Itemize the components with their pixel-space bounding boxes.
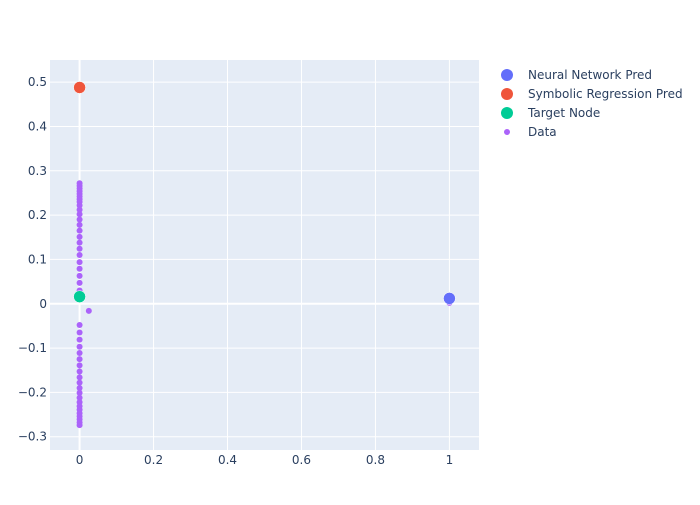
y-tick-label: 0.4 bbox=[28, 119, 47, 133]
data-point-data bbox=[76, 374, 83, 381]
data-point-data bbox=[76, 202, 83, 209]
legend-item-symbolic-regression-pred[interactable]: Symbolic Regression Pred bbox=[501, 87, 683, 101]
legend-marker bbox=[501, 88, 513, 100]
legend-item-target-node[interactable]: Target Node bbox=[501, 106, 600, 120]
grid-lines bbox=[50, 60, 479, 450]
legend-item-neural-network-pred[interactable]: Neural Network Pred bbox=[501, 68, 652, 82]
data-point-data bbox=[76, 259, 83, 266]
legend-label: Target Node bbox=[527, 106, 600, 120]
data-point-data bbox=[76, 252, 83, 258]
data-point-data bbox=[76, 379, 83, 386]
data-point-data bbox=[76, 329, 83, 336]
y-tick-label: −0.2 bbox=[18, 385, 47, 399]
data-point-data bbox=[76, 362, 83, 369]
data-point-neural-network-pred bbox=[443, 292, 456, 305]
data-point-data bbox=[76, 279, 83, 286]
data-point-data bbox=[76, 233, 83, 240]
data-point-data bbox=[76, 394, 83, 401]
x-tick-label: 0.2 bbox=[144, 453, 163, 467]
data-point-data bbox=[76, 322, 83, 329]
data-point-data bbox=[76, 422, 83, 429]
data-point-data bbox=[76, 384, 83, 391]
x-tick-label: 0.4 bbox=[218, 453, 237, 467]
legend-item-data[interactable]: Data bbox=[504, 125, 557, 139]
legend-label: Neural Network Pred bbox=[528, 68, 652, 82]
data-point-data bbox=[76, 227, 83, 234]
data-point-data bbox=[76, 349, 83, 356]
y-tick-label: 0.5 bbox=[28, 75, 47, 89]
legend-label: Data bbox=[528, 125, 557, 139]
data-point-data bbox=[85, 307, 92, 314]
y-tick-label: 0 bbox=[39, 297, 47, 311]
legend[interactable]: Neural Network Pred Symbolic Regression P… bbox=[501, 68, 683, 139]
data-point-data bbox=[76, 221, 83, 228]
data-point-data bbox=[76, 245, 83, 252]
y-axis-ticks: −0.3 −0.2 −0.1 0 0.1 0.2 0.3 0.4 0.5 bbox=[18, 75, 47, 444]
x-tick-label: 1 bbox=[446, 453, 454, 467]
x-tick-label: 0.8 bbox=[366, 453, 385, 467]
data-point-data bbox=[76, 336, 83, 343]
plot-area bbox=[50, 60, 479, 450]
data-point-data bbox=[76, 272, 83, 279]
data-point-data bbox=[76, 239, 83, 246]
data-point-data bbox=[76, 206, 83, 213]
data-point-data bbox=[76, 265, 83, 272]
legend-marker bbox=[501, 69, 513, 81]
y-tick-label: 0.2 bbox=[28, 208, 47, 222]
y-tick-label: 0.1 bbox=[28, 252, 47, 266]
data-point-data bbox=[76, 343, 83, 350]
y-tick-label: 0.3 bbox=[28, 164, 47, 178]
legend-label: Symbolic Regression Pred bbox=[528, 87, 683, 101]
legend-marker bbox=[504, 129, 510, 135]
data-point-data bbox=[76, 211, 83, 218]
y-tick-label: −0.1 bbox=[18, 341, 47, 355]
y-tick-label: −0.3 bbox=[18, 430, 47, 444]
x-tick-label: 0 bbox=[76, 453, 84, 467]
data-point-data bbox=[76, 389, 83, 396]
data-point-data bbox=[76, 356, 83, 363]
data-point-symbolic-regression-pred bbox=[73, 81, 86, 94]
data-points bbox=[73, 81, 456, 429]
data-point-target-node bbox=[73, 290, 86, 303]
x-tick-label: 0.6 bbox=[292, 453, 311, 467]
x-axis-ticks: 0 0.2 0.4 0.6 0.8 1 bbox=[76, 453, 453, 467]
data-point-data bbox=[76, 368, 83, 375]
legend-marker bbox=[501, 107, 513, 119]
data-point-data bbox=[76, 216, 83, 223]
